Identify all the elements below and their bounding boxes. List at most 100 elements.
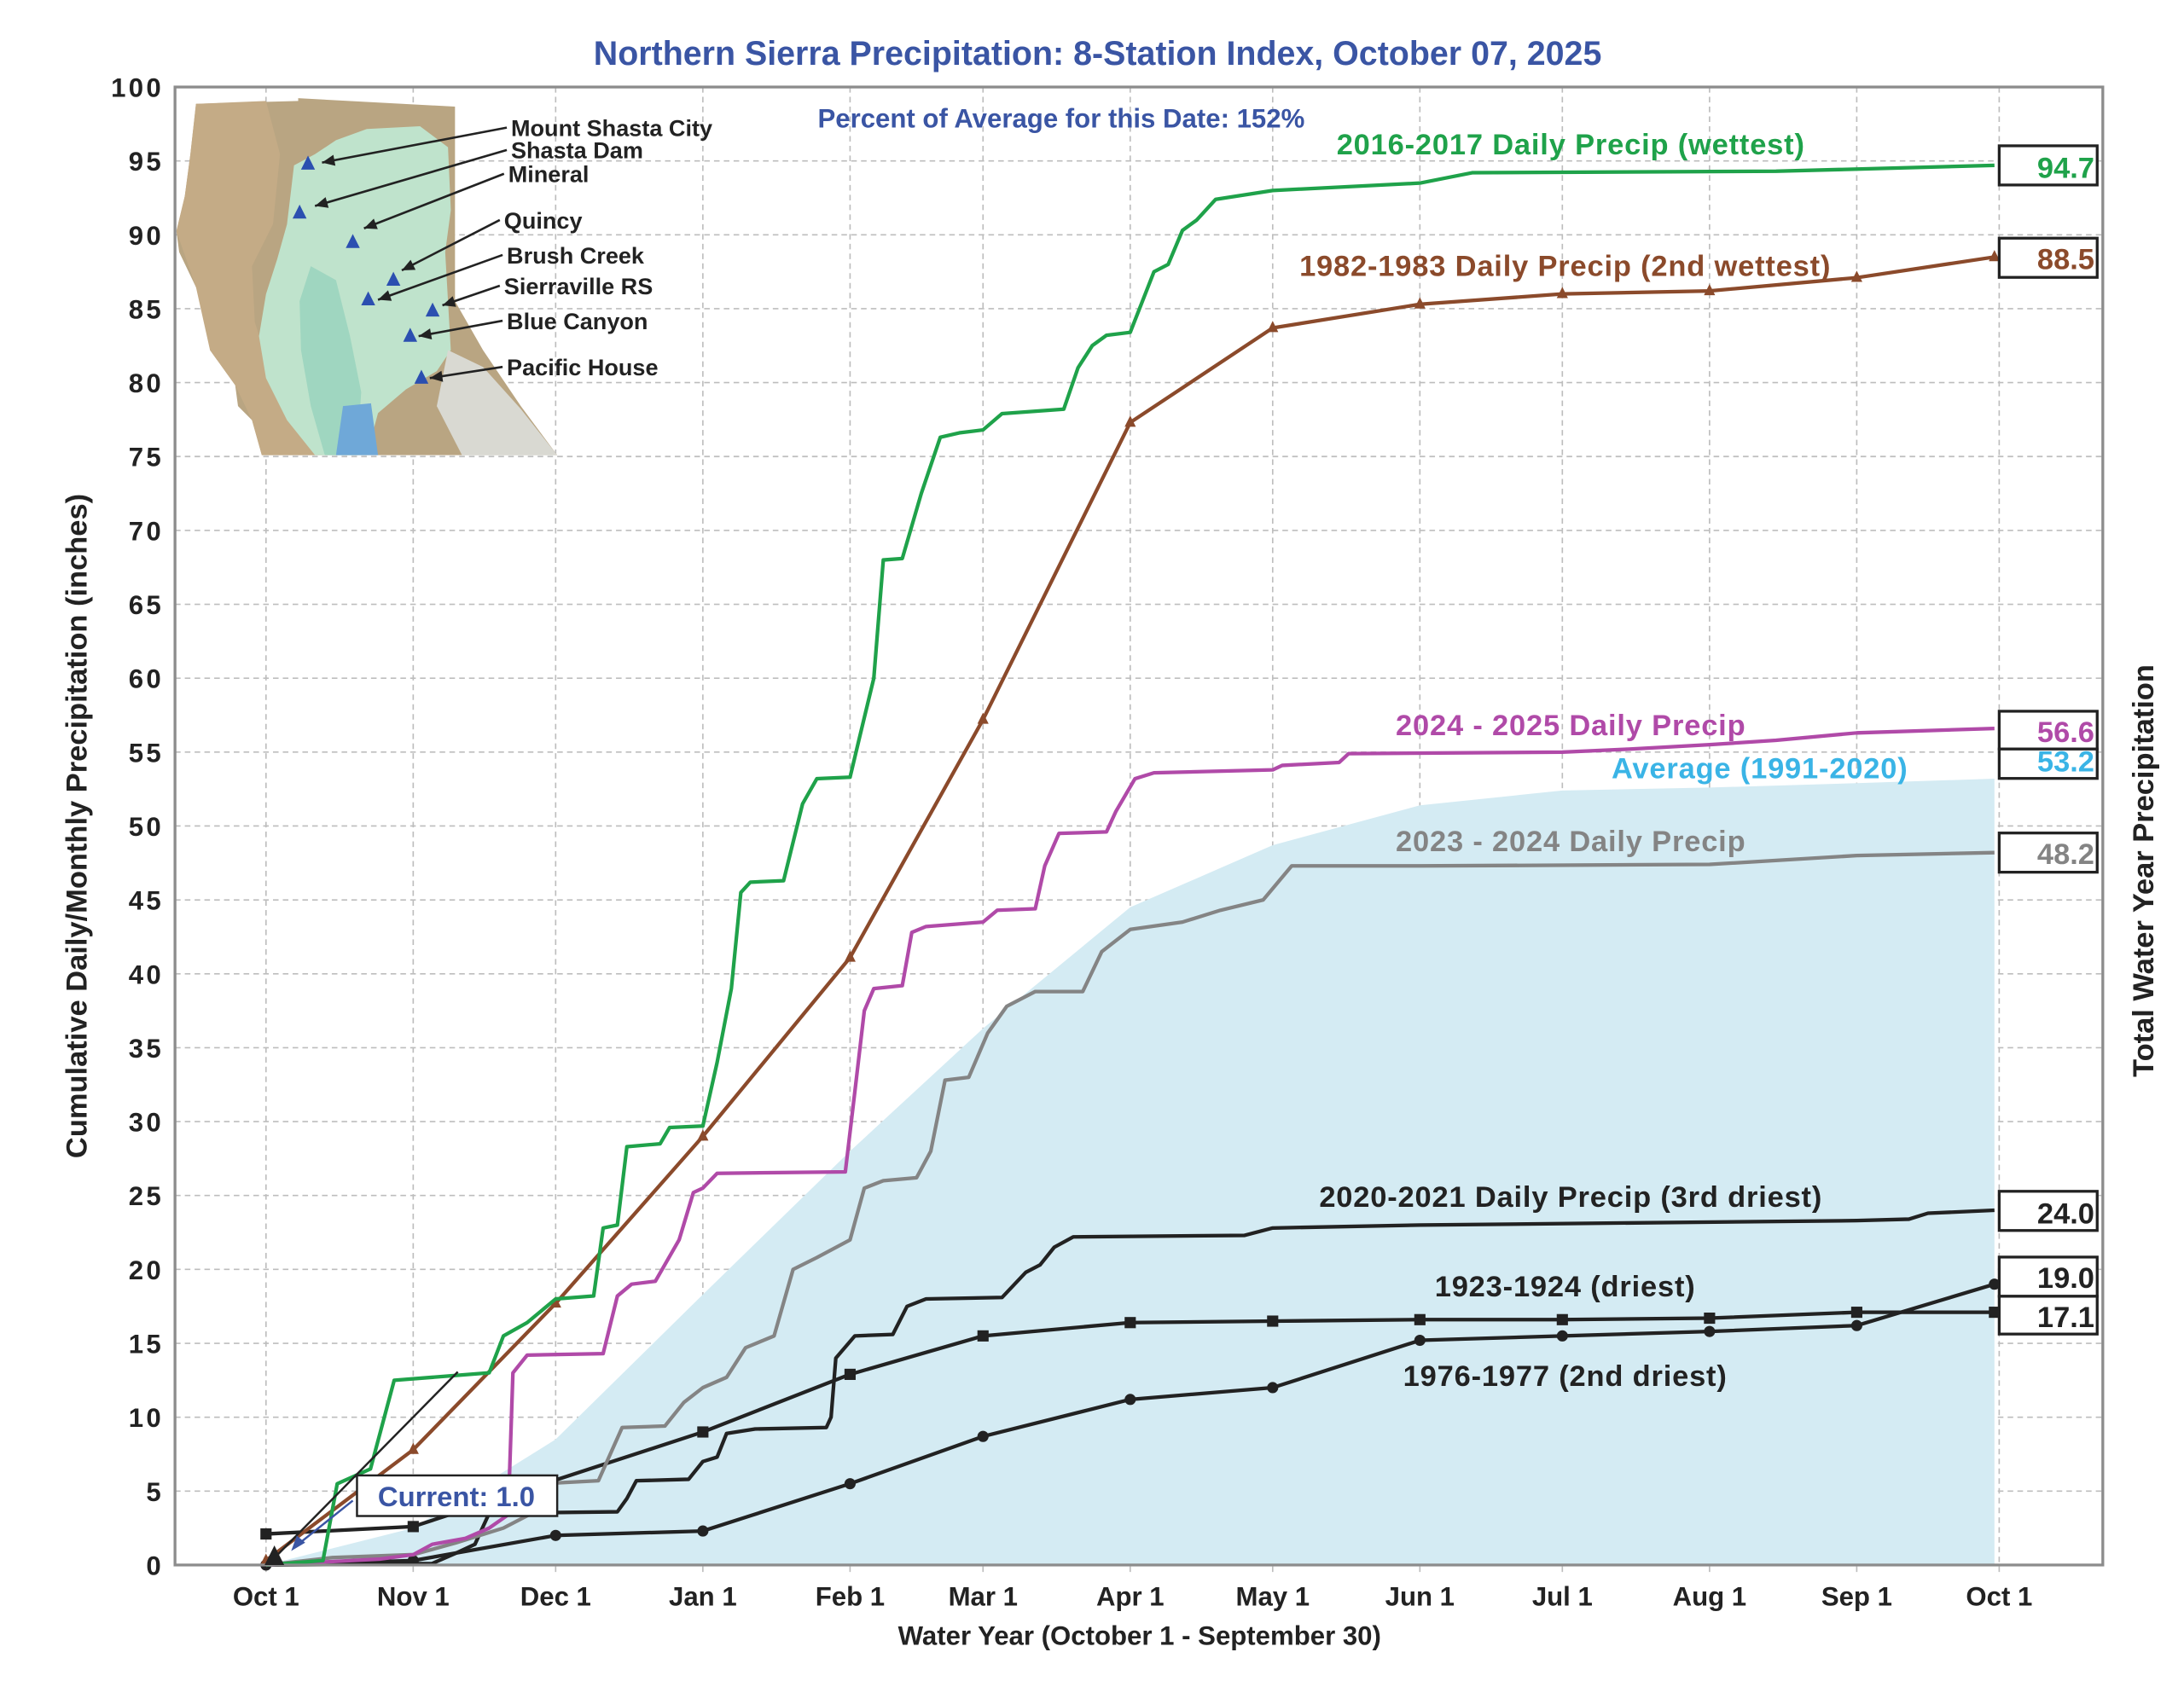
- square-marker: [1556, 1313, 1568, 1325]
- current-leader-line: [272, 1371, 459, 1561]
- series-2: [265, 726, 1995, 1568]
- current-arrow: [296, 1499, 354, 1546]
- series-line: [265, 163, 1995, 1568]
- x-tick-label: Oct 1: [1966, 1582, 2032, 1612]
- station-marker-icon: [346, 234, 360, 248]
- arrowhead-icon: [418, 328, 433, 340]
- series-1: [260, 250, 2001, 1565]
- current-marker-icon: [264, 1545, 285, 1565]
- arrowhead-icon: [401, 259, 416, 270]
- square-marker: [1989, 1307, 2001, 1319]
- circle-marker: [549, 1529, 561, 1541]
- average-area: [265, 779, 1995, 1565]
- x-axis-label: Water Year (October 1 - September 30): [898, 1620, 1381, 1650]
- y-tick-label: 60: [129, 664, 164, 694]
- y-tick-label: 100: [111, 73, 164, 103]
- station-label: Mount Shasta City: [511, 114, 712, 141]
- y-tick-label: 5: [146, 1477, 164, 1507]
- y-tick-label: 65: [129, 590, 164, 620]
- y-tick-label: 70: [129, 516, 164, 546]
- end-value-1976-1977: 19.0: [2037, 1262, 2094, 1295]
- series-4: [265, 1208, 1995, 1568]
- station-marker-icon: [414, 369, 429, 384]
- triangle-marker: [407, 1442, 419, 1454]
- x-axis-ticks: Oct 1 Nov 1 Dec 1 Jan 1 Feb 1 Mar 1 Apr 1 May 1…: [233, 1582, 2033, 1612]
- circle-marker: [1556, 1330, 1568, 1342]
- label-1982-1983: 1982-1983 Daily Precip (2nd wettest): [1299, 251, 1831, 283]
- y-tick-label: 25: [129, 1181, 164, 1211]
- y-axis-label: Cumulative Daily/Monthly Precipitation (…: [61, 494, 94, 1158]
- y-tick-label: 80: [129, 368, 164, 398]
- station-arrow: [314, 148, 508, 207]
- y-axis-right-label: Total Water Year Precipitation: [2128, 664, 2160, 1077]
- label-2023-2024: 2023 - 2024 Daily Precip: [1396, 826, 1745, 858]
- average-area-fill: [265, 779, 1995, 1565]
- circle-marker: [1267, 1382, 1279, 1394]
- square-marker: [407, 1521, 419, 1533]
- x-tick-label: Jan 1: [669, 1582, 737, 1612]
- circle-marker: [1414, 1334, 1426, 1347]
- station-arrow: [363, 172, 505, 229]
- series-line: [265, 726, 1995, 1568]
- end-value-average: 53.2: [2037, 745, 2094, 778]
- end-box-2016-2017: [1997, 144, 2099, 187]
- x-tick-label: Jun 1: [1385, 1582, 1455, 1612]
- label-1976-1977: 1976-1977 (2nd driest): [1403, 1360, 1728, 1393]
- y-tick-label: 0: [146, 1551, 164, 1580]
- end-value-2016-2017: 94.7: [2037, 153, 2094, 185]
- end-value-2023-2024: 48.2: [2037, 838, 2094, 871]
- square-marker: [1704, 1312, 1716, 1325]
- map-delta: [335, 403, 379, 455]
- station-marker-icon: [403, 328, 418, 342]
- end-box-average: [1997, 747, 2099, 780]
- current-box: [356, 1474, 559, 1517]
- series-5: [260, 1307, 2001, 1540]
- end-value-2020-2021: 24.0: [2037, 1198, 2094, 1231]
- circle-marker: [977, 1430, 989, 1442]
- triangle-marker: [1556, 287, 1568, 299]
- triangle-marker: [844, 950, 856, 962]
- x-tick-label: Feb 1: [816, 1582, 885, 1612]
- subtitle: Percent of Average for this Date: 152%: [817, 104, 1304, 134]
- station-label: Blue Canyon: [507, 308, 648, 334]
- x-tick-label: Nov 1: [377, 1582, 450, 1612]
- y-tick-label: 35: [129, 1034, 164, 1064]
- y-tick-label: 50: [129, 812, 164, 842]
- map-sierra-snow: [437, 350, 558, 455]
- triangle-marker: [1704, 283, 1716, 296]
- triangle-marker: [1989, 250, 2001, 262]
- label-2020-2021: 2020-2021 Daily Precip (3rd driest): [1319, 1181, 1822, 1214]
- y-tick-label: 30: [129, 1108, 164, 1138]
- y-tick-label: 15: [129, 1329, 164, 1359]
- y-tick-label: 85: [129, 294, 164, 324]
- end-box-1982-1983: [1997, 236, 2099, 279]
- station-label: Quincy: [504, 207, 583, 234]
- map-coast-terrain: [176, 101, 322, 455]
- square-marker: [1850, 1307, 1862, 1319]
- triangle-marker: [977, 712, 989, 724]
- station-label: Mineral: [508, 161, 590, 188]
- label-1923-1924: 1923-1924 (driest): [1435, 1271, 1696, 1303]
- label-average: Average (1991-2020): [1612, 753, 1908, 786]
- circle-marker: [697, 1525, 709, 1537]
- end-values: 94.7 88.5 56.6 53.2 48.2 24.0 19.0 17.1: [1997, 144, 2099, 1336]
- square-marker: [844, 1368, 856, 1380]
- triangle-marker: [1124, 415, 1136, 427]
- station-label: Sierraville RS: [504, 273, 653, 299]
- series-0: [265, 163, 1995, 1568]
- series-lines: [260, 163, 2001, 1571]
- y-tick-label: 95: [129, 147, 164, 177]
- triangle-marker: [1414, 297, 1426, 309]
- station-marker-icon: [361, 291, 375, 306]
- plot-frame: [173, 85, 2105, 1567]
- arrowhead-icon: [363, 218, 378, 229]
- station-arrow: [418, 319, 503, 338]
- current-arrowhead-icon: [291, 1535, 305, 1551]
- triangle-marker: [549, 1296, 561, 1308]
- triangle-marker: [697, 1129, 709, 1141]
- chart-title: Northern Sierra Precipitation: 8-Station…: [594, 35, 1602, 72]
- current-annotation: Current: 1.0: [264, 1371, 559, 1565]
- station-marker-icon: [300, 155, 316, 170]
- station-marker-icon: [292, 204, 307, 219]
